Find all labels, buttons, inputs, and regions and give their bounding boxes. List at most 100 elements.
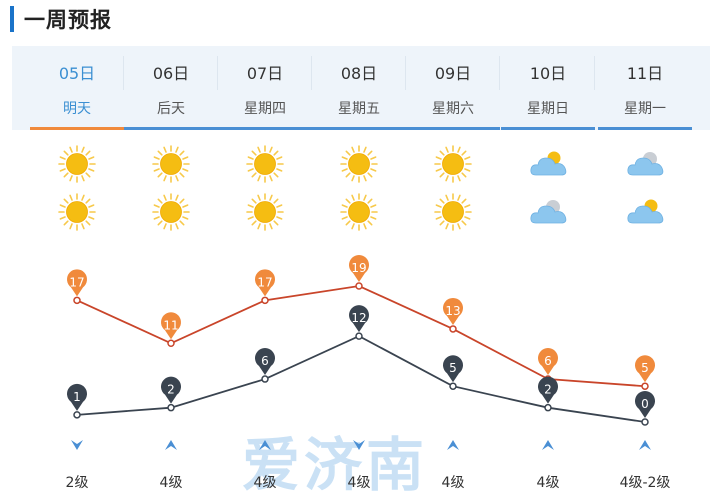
data-label: 19 <box>351 261 366 275</box>
tab-weekday: 明天 <box>63 101 91 117</box>
tab-underline <box>30 127 124 130</box>
tab-day-4[interactable]: 09日 星期六 <box>406 46 500 130</box>
data-label: 6 <box>261 354 269 368</box>
value-pin <box>443 355 464 383</box>
tab-day-5[interactable]: 10日星期日 <box>501 46 595 130</box>
tab-weekday: 后天 <box>157 101 185 117</box>
wind-cell: 4级 <box>312 430 406 492</box>
value-pin <box>538 348 558 376</box>
data-point: 17 <box>66 269 87 305</box>
value-pin <box>443 297 464 325</box>
tab-separator <box>123 56 124 90</box>
value-pin <box>349 255 370 282</box>
wind-level: 4级-2级 <box>619 475 671 491</box>
sun-icon <box>433 144 473 184</box>
weather-icon-grid <box>0 140 719 240</box>
tab-underline <box>124 127 218 130</box>
data-point: 5 <box>443 355 464 390</box>
value-pin <box>161 376 182 404</box>
wind-arrow-down-icon <box>71 440 83 450</box>
value-pin <box>635 355 655 383</box>
sun-icon <box>339 144 379 184</box>
data-label: 5 <box>449 361 457 375</box>
wind-arrow-up-icon <box>639 440 651 450</box>
value-pin <box>538 376 558 404</box>
wind-level: 4级 <box>536 475 560 491</box>
data-label: 1 <box>73 390 81 404</box>
sun-icon <box>339 192 379 232</box>
data-point: 11 <box>161 312 182 348</box>
data-label: 12 <box>351 311 366 325</box>
wind-arrow-down-icon <box>353 440 365 450</box>
day-tabs: 05日 明天 06日 后天 07日 星期四 08日 星期五 09日 星期六 10日 星期日 11日 星期一 <box>12 46 710 130</box>
tab-date: 11日 <box>626 64 664 83</box>
tab-weekday: 星期五 <box>338 101 380 117</box>
tab-day-6[interactable]: 11日 星期一 <box>598 46 692 130</box>
tab-separator <box>594 56 595 90</box>
data-point: 6 <box>255 348 275 383</box>
tab-separator <box>405 56 406 90</box>
point-marker <box>449 325 457 333</box>
sun-icon <box>433 192 473 232</box>
tab-underline <box>598 127 692 130</box>
tab-date: 06日 <box>152 64 190 83</box>
tab-day-1[interactable]: 06日后天 <box>124 46 218 130</box>
data-label: 6 <box>544 354 552 368</box>
wind-level: 4级 <box>159 475 183 491</box>
point-marker <box>355 282 363 290</box>
sun-icon <box>57 192 97 232</box>
wind-level: 2级 <box>65 475 89 491</box>
data-point: 0 <box>635 391 655 426</box>
data-point: 13 <box>443 297 464 333</box>
tab-underline <box>218 127 312 130</box>
cloud-icon <box>528 192 568 232</box>
point-marker <box>167 403 175 412</box>
point-marker <box>73 296 81 305</box>
wind-arrow-up-icon <box>165 440 177 450</box>
sun-icon <box>151 192 191 232</box>
value-pin <box>255 269 275 297</box>
value-pin <box>66 269 87 297</box>
wind-arrow-up-icon <box>259 440 271 450</box>
value-pin <box>635 391 655 418</box>
wind-level: 4级 <box>441 475 465 491</box>
cloud-icon <box>625 144 665 184</box>
point-marker <box>167 339 175 348</box>
data-label: 13 <box>445 304 460 318</box>
value-pin <box>66 383 87 411</box>
data-point: 5 <box>635 355 655 390</box>
tab-underline <box>406 127 500 130</box>
wind-cell: 2级 <box>30 430 124 492</box>
sun-icon <box>57 144 97 184</box>
data-label: 17 <box>257 275 272 289</box>
tab-day-3[interactable]: 08日 星期五 <box>312 46 406 130</box>
watermark-logo: 爱济南 <box>242 431 429 499</box>
point-marker <box>641 418 649 426</box>
wind-level: 4级 <box>253 475 277 491</box>
value-pin <box>161 312 182 340</box>
tab-date: 07日 <box>246 64 284 83</box>
header-accent-bar <box>10 6 14 32</box>
wind-cell: 4级 <box>406 430 500 492</box>
tab-date: 05日 <box>58 64 96 83</box>
data-label: 11 <box>163 318 178 332</box>
tab-weekday: 星期四 <box>244 101 286 117</box>
point-marker <box>449 382 457 390</box>
sun-icon <box>151 144 191 184</box>
data-point: 19 <box>349 255 370 290</box>
tab-day-2[interactable]: 07日星期四 <box>218 46 312 130</box>
tab-day-0[interactable]: 05日明天 <box>30 46 124 130</box>
data-point: 2 <box>538 376 558 412</box>
wind-cell: 4级-2级 <box>598 430 692 492</box>
point-marker <box>261 375 269 383</box>
section-header: 一周预报 <box>0 0 719 40</box>
tab-weekday: 星期日 <box>527 101 569 117</box>
cloud-sun-icon <box>625 192 665 232</box>
wind-cell: 4级 <box>501 430 595 492</box>
tab-date: 10日 <box>529 64 567 83</box>
sun-icon <box>245 192 285 232</box>
data-point: 2 <box>161 376 182 412</box>
data-label: 2 <box>544 383 552 397</box>
point-marker <box>641 382 649 390</box>
